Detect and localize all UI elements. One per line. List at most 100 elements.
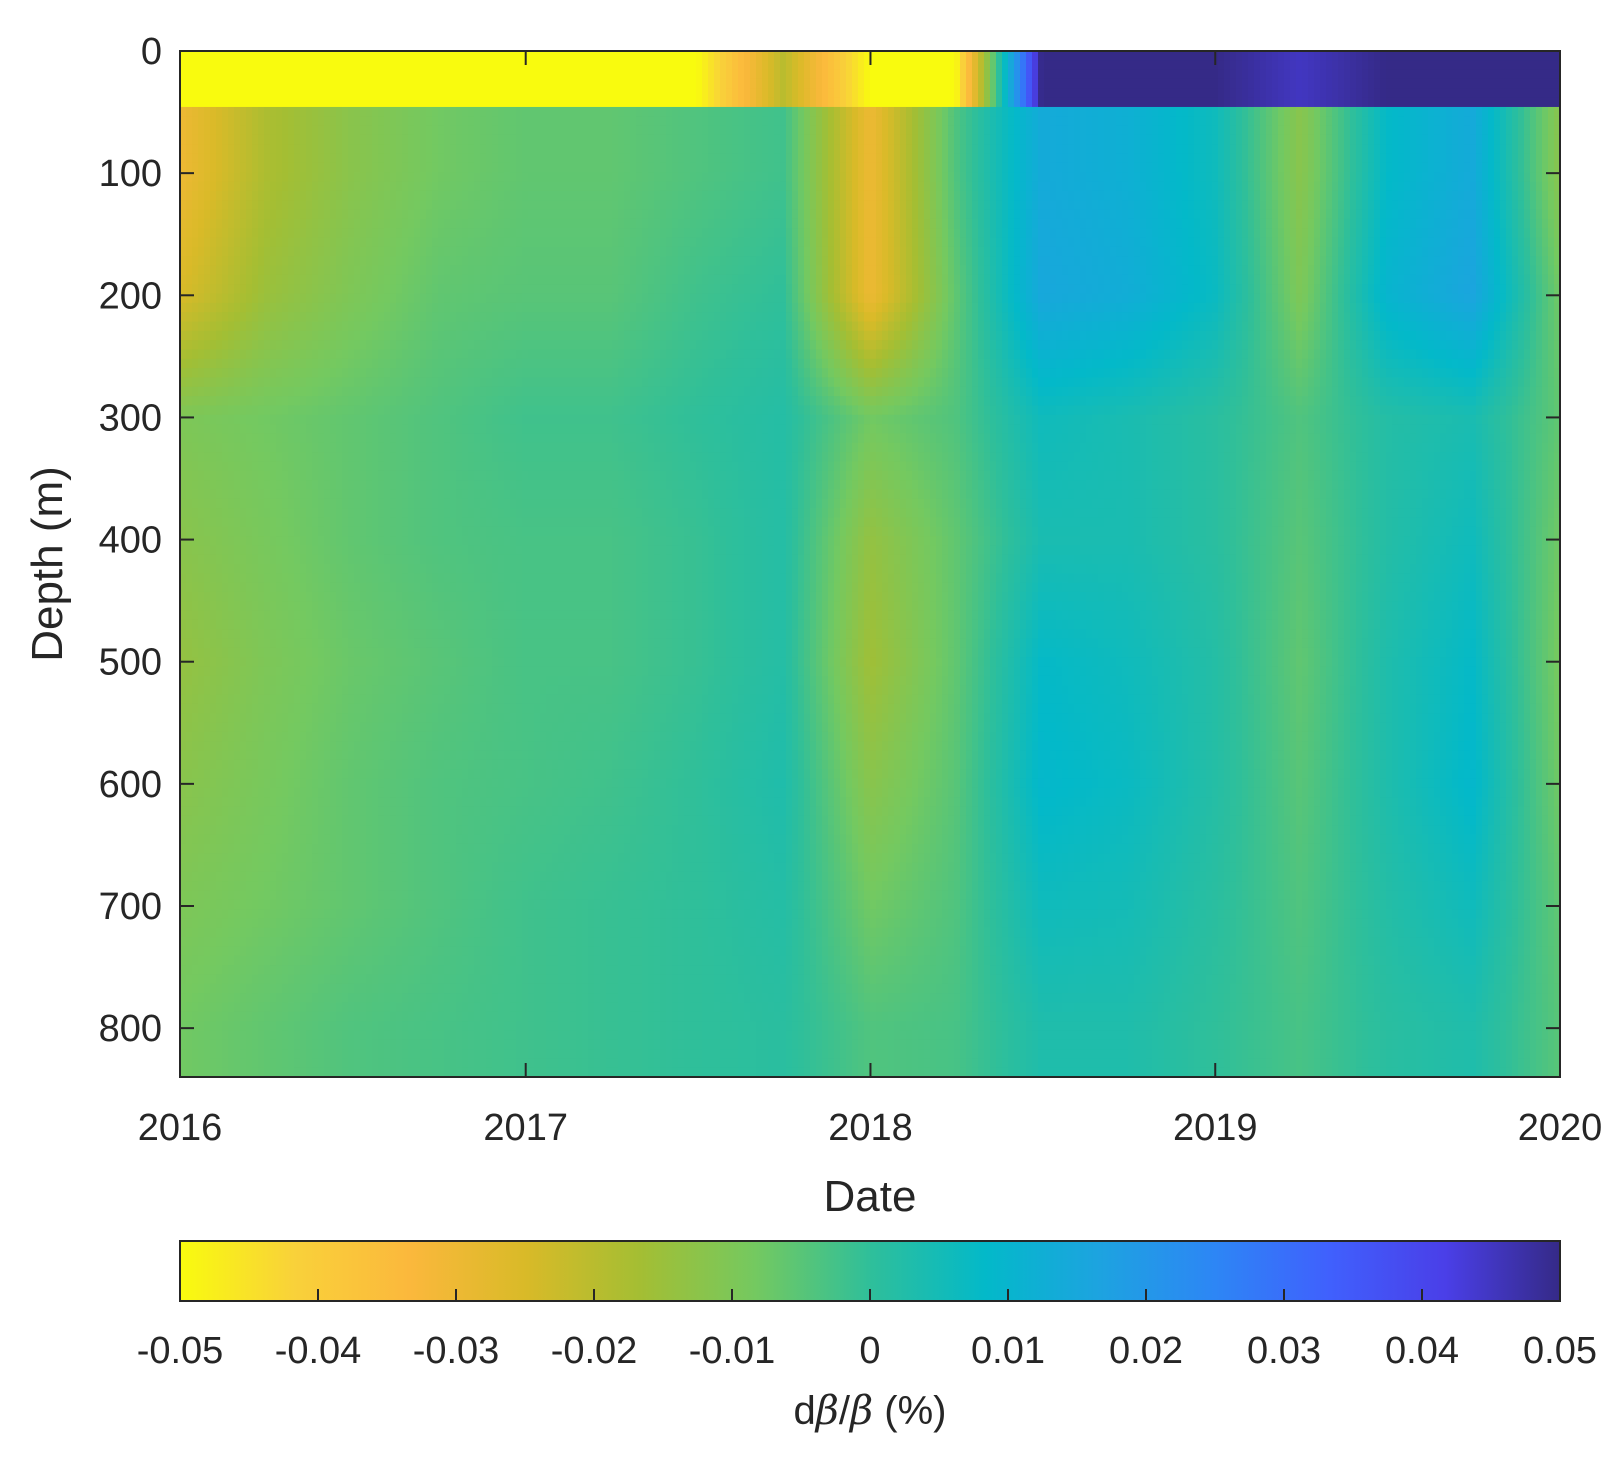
heatmap-cell (450, 284, 457, 295)
heatmap-cell (372, 237, 379, 248)
heatmap-cell (324, 1039, 331, 1050)
heatmap-cell (180, 955, 187, 966)
heatmap-cell (336, 564, 343, 574)
heatmap-cell (432, 218, 439, 229)
heatmap-cell (384, 190, 391, 201)
heatmap-cell (336, 256, 343, 267)
heatmap-cell (336, 927, 343, 938)
heatmap-cell (384, 246, 391, 257)
heatmap-cell (192, 769, 199, 780)
heatmap-cell (186, 284, 193, 295)
heatmap-cell (300, 974, 307, 985)
heatmap-cell (444, 1067, 451, 1077)
heatmap-cell (234, 218, 241, 229)
heatmap-cell (414, 209, 421, 220)
heatmap-cell (222, 134, 229, 145)
heatmap-cell (276, 172, 283, 183)
heatmap-cell (360, 526, 367, 537)
heatmap-cell (330, 442, 337, 453)
heatmap-cell (348, 1011, 355, 1022)
heatmap-cell (444, 386, 451, 397)
heatmap-cell (180, 405, 187, 416)
heatmap-cell (228, 1030, 235, 1041)
heatmap-cell (228, 116, 235, 127)
heatmap-cell (348, 573, 355, 584)
heatmap-cell (378, 545, 385, 556)
heatmap-cell (258, 909, 265, 920)
heatmap-cell (252, 909, 259, 920)
heatmap-cell (240, 386, 247, 397)
heatmap-cell (444, 703, 451, 714)
heatmap-cell (306, 134, 313, 145)
heatmap-cell (210, 498, 217, 509)
heatmap-cell (258, 1049, 265, 1059)
heatmap-cell (240, 405, 247, 416)
heatmap-cell (450, 256, 457, 267)
heatmap-cell (192, 274, 199, 285)
heatmap-cell (186, 573, 193, 584)
heatmap-cell (402, 647, 409, 658)
heatmap-cell (378, 638, 385, 649)
heatmap-cell (228, 731, 235, 742)
heatmap-cell (402, 564, 409, 574)
heatmap-cell (294, 834, 301, 845)
heatmap-cell (294, 769, 301, 780)
heatmap-cell (198, 647, 205, 658)
heatmap-cell (252, 349, 259, 360)
heatmap-cell (192, 1039, 199, 1050)
heatmap-cell (366, 834, 373, 845)
heatmap-cell (240, 1039, 247, 1050)
heatmap-cell (426, 853, 433, 864)
heatmap-cell (366, 675, 373, 686)
heatmap-cell (240, 134, 247, 145)
heatmap-cell (360, 750, 367, 761)
heatmap-cell (270, 116, 277, 127)
heatmap-cell (432, 853, 439, 864)
heatmap-cell (210, 685, 217, 696)
heatmap-cell (450, 368, 457, 379)
heatmap-cell (240, 909, 247, 920)
heatmap-cell (288, 377, 295, 388)
heatmap-cell (432, 564, 439, 574)
heatmap-cell (300, 480, 307, 490)
heatmap-cell (366, 452, 373, 462)
heatmap-cell (348, 106, 355, 117)
heatmap-cell (204, 825, 211, 836)
heatmap-cell (420, 1002, 427, 1013)
heatmap-cell (372, 181, 379, 192)
heatmap-cell (402, 890, 409, 901)
heatmap-cell (336, 293, 343, 304)
heatmap-cell (186, 610, 193, 621)
heatmap-cell (204, 582, 211, 593)
heatmap-cell (240, 1002, 247, 1013)
heatmap-cell (252, 983, 259, 994)
heatmap-cell (240, 153, 247, 164)
heatmap-cell (192, 218, 199, 229)
heatmap-cell (288, 78, 295, 89)
heatmap-cell (372, 1049, 379, 1059)
heatmap-cell (228, 797, 235, 808)
heatmap-cell (444, 731, 451, 742)
heatmap-cell (180, 1011, 187, 1022)
heatmap-cell (270, 498, 277, 509)
heatmap-cell (186, 797, 193, 808)
heatmap-cell (450, 181, 457, 192)
heatmap-cell (210, 601, 217, 612)
heatmap-cell (390, 1002, 397, 1013)
heatmap-cell (204, 1002, 211, 1013)
heatmap-cell (444, 461, 451, 472)
heatmap-cell (432, 200, 439, 211)
heatmap-cell (426, 741, 433, 752)
heatmap-cell (354, 787, 361, 798)
heatmap-cell (180, 937, 187, 948)
heatmap-cell (396, 536, 403, 546)
heatmap-cell (246, 881, 253, 892)
heatmap-cell (348, 237, 355, 248)
heatmap-cell (186, 675, 193, 686)
heatmap-cell (228, 554, 235, 565)
heatmap-cell (444, 815, 451, 826)
heatmap-cell (204, 1058, 211, 1069)
heatmap-cell (270, 815, 277, 826)
heatmap-cell (270, 843, 277, 854)
heatmap-cell (294, 349, 301, 360)
